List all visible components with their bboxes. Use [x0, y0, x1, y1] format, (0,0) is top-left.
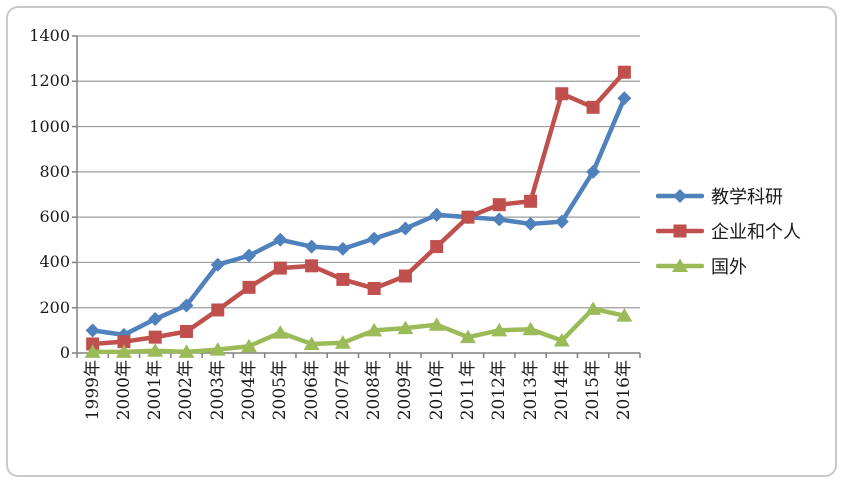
legend-swatch-triangle-icon	[656, 258, 704, 272]
series-2-point-2002年	[178, 344, 195, 358]
series-1-point-2007年	[336, 272, 350, 286]
series-0-point-2013年	[523, 216, 538, 231]
series-0-point-2014年	[554, 214, 569, 229]
series-0-point-2007年	[335, 241, 350, 256]
series-企业和个人	[86, 65, 631, 351]
y-tick-label-800: 800	[39, 161, 70, 181]
y-tick-label-200: 200	[39, 297, 70, 317]
series-0-point-2016年	[617, 91, 632, 106]
x-tick-label-2000年: 2000年	[113, 360, 134, 421]
series-2-point-2016年	[616, 308, 633, 322]
x-tick-label-2013年: 2013年	[520, 360, 541, 421]
series-1-point-2003年	[211, 303, 225, 317]
x-tick-label-2010年: 2010年	[426, 360, 447, 421]
series-0-point-2010年	[429, 207, 444, 222]
x-tick-label-2009年: 2009年	[395, 360, 416, 421]
series-2-point-2006年	[303, 336, 320, 350]
legend-item-series-3: 国外	[656, 253, 836, 279]
series-1-point-2005年	[273, 261, 287, 275]
series-1-point-2001年	[148, 330, 162, 344]
series-1-point-2008年	[367, 281, 381, 295]
series-2-point-2010年	[428, 317, 445, 331]
series-0-point-2012年	[492, 212, 507, 227]
series-1-point-2004年	[242, 280, 256, 294]
legend-label-series-3: 国外	[711, 257, 747, 278]
legend-label-series-1: 教学科研	[711, 187, 783, 208]
x-tick-label-2004年: 2004年	[239, 360, 260, 421]
series-0-point-2004年	[242, 248, 257, 263]
legend: 教学科研 企业和个人 国外	[656, 183, 836, 279]
series-1-point-2000年	[117, 335, 131, 349]
series-1-point-2010年	[430, 240, 444, 254]
x-tick-label-2011年: 2011年	[457, 360, 478, 421]
x-tick-label-2016年: 2016年	[614, 360, 635, 421]
series-1-point-2014年	[555, 87, 569, 101]
y-tick-label-1200: 1200	[29, 71, 70, 91]
series-0-point-2015年	[586, 164, 601, 179]
x-tick-label-2001年: 2001年	[145, 360, 166, 421]
series-2-point-1999年	[84, 344, 101, 358]
series-1-point-2013年	[524, 194, 538, 208]
x-tick-label-1999年: 1999年	[82, 360, 103, 421]
series-2-point-2007年	[334, 335, 351, 349]
series-0-point-1999年	[85, 323, 100, 338]
series-1-point-2011年	[461, 210, 475, 224]
x-tick-label-2003年: 2003年	[207, 360, 228, 421]
series-1-point-2006年	[305, 259, 319, 273]
series-0-point-2002年	[179, 298, 194, 313]
series-0-point-2003年	[210, 257, 225, 272]
x-tick-label-2002年: 2002年	[176, 360, 197, 421]
y-tick-label-1000: 1000	[29, 116, 70, 136]
series-1-point-2016年	[617, 65, 631, 79]
x-tick-label-2007年: 2007年	[332, 360, 353, 421]
series-1-point-1999年	[86, 337, 100, 351]
y-tick-label-0: 0	[59, 343, 70, 362]
series-2-point-2000年	[115, 344, 132, 358]
x-tick-label-2015年: 2015年	[583, 360, 604, 421]
series-1-point-2015年	[586, 100, 600, 114]
x-tick-label-2005年: 2005年	[270, 360, 291, 421]
y-tick-label-600: 600	[39, 207, 70, 227]
series-0-point-2005年	[273, 232, 288, 247]
legend-marker-square	[673, 224, 687, 238]
legend-item-series-1: 教学科研	[656, 183, 836, 209]
series-2-point-2008年	[366, 322, 383, 337]
x-tick-label-2012年: 2012年	[489, 360, 510, 421]
series-1-point-2009年	[398, 269, 412, 283]
series-0-point-2009年	[398, 221, 413, 236]
series-2-point-2014年	[553, 333, 570, 347]
series-2-point-2011年	[459, 329, 476, 344]
legend-marker-triangle	[672, 258, 688, 272]
series-2-point-2005年	[272, 325, 289, 339]
legend-marker-diamond	[673, 189, 687, 203]
legend-swatch-diamond-icon	[656, 189, 704, 203]
series-1-point-2012年	[492, 198, 506, 212]
series-2-point-2009年	[397, 320, 414, 335]
series-2-point-2013年	[522, 321, 539, 336]
x-tick-label-2014年: 2014年	[551, 360, 572, 421]
legend-item-series-2: 企业和个人	[656, 218, 836, 244]
series-2-point-2001年	[147, 343, 164, 357]
series-2-point-2003年	[209, 342, 226, 356]
legend-swatch-square-icon	[656, 224, 704, 238]
y-tick-label-400: 400	[39, 252, 70, 272]
series-2-point-2004年	[241, 338, 258, 353]
y-tick-label-1400: 1400	[29, 26, 70, 45]
series-0-point-2006年	[304, 239, 319, 254]
series-line-1	[90, 69, 627, 347]
series-0-point-2008年	[367, 231, 382, 246]
series-2-point-2015年	[585, 301, 602, 315]
legend-label-series-2: 企业和个人	[711, 222, 801, 243]
series-line-2	[90, 306, 627, 355]
series-国外	[84, 301, 633, 358]
series-1-point-2002年	[179, 324, 193, 338]
x-tick-label-2008年: 2008年	[364, 360, 385, 421]
x-tick-label-2006年: 2006年	[301, 360, 322, 421]
series-0-point-2001年	[148, 312, 163, 327]
series-2-point-2012年	[491, 322, 508, 337]
